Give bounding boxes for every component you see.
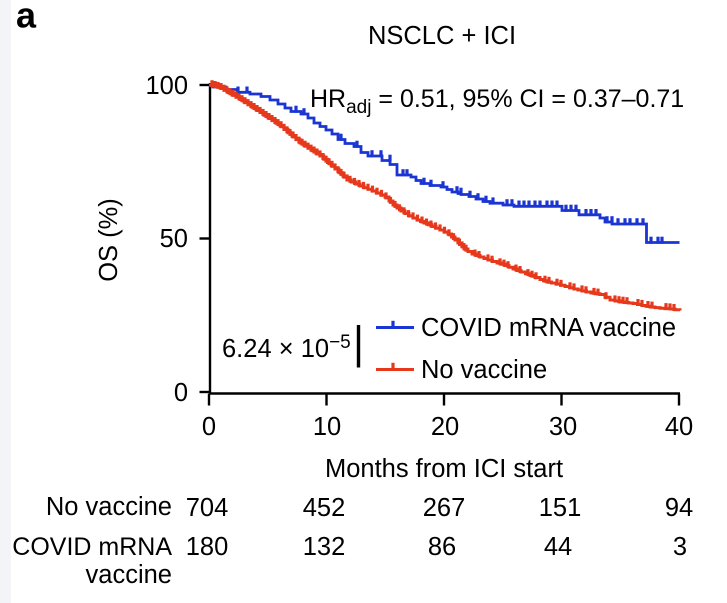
svg-text:132: 132: [303, 533, 346, 561]
svg-text:0: 0: [174, 379, 188, 407]
svg-text:151: 151: [539, 494, 582, 522]
svg-text:10: 10: [313, 413, 341, 441]
svg-text:267: 267: [423, 494, 466, 522]
svg-text:HRadj = 0.51, 95% CI = 0.37–0.: HRadj = 0.51, 95% CI = 0.37–0.71: [310, 85, 684, 118]
svg-text:3: 3: [673, 533, 687, 561]
svg-text:100: 100: [145, 72, 188, 100]
svg-text:180: 180: [186, 533, 229, 561]
svg-text:No vaccine: No vaccine: [46, 493, 172, 521]
svg-text:50: 50: [160, 225, 188, 253]
svg-text:20: 20: [431, 413, 459, 441]
svg-text:40: 40: [665, 413, 693, 441]
svg-text:a: a: [16, 0, 37, 36]
svg-text:OS (%): OS (%): [95, 198, 123, 282]
svg-text:452: 452: [303, 494, 346, 522]
svg-text:No vaccine: No vaccine: [421, 356, 547, 384]
svg-text:704: 704: [186, 494, 229, 522]
svg-text:94: 94: [665, 494, 693, 522]
svg-text:vaccine: vaccine: [86, 561, 172, 589]
svg-text:44: 44: [544, 533, 572, 561]
svg-text:30: 30: [549, 413, 577, 441]
svg-text:86: 86: [428, 533, 456, 561]
svg-text:0: 0: [202, 413, 216, 441]
svg-text:COVID mRNA vaccine: COVID mRNA vaccine: [421, 314, 676, 342]
svg-text:Months from ICI start: Months from ICI start: [325, 455, 563, 483]
svg-text:NSCLC + ICI: NSCLC + ICI: [368, 22, 516, 50]
svg-text:COVID mRNA: COVID mRNA: [12, 533, 172, 561]
